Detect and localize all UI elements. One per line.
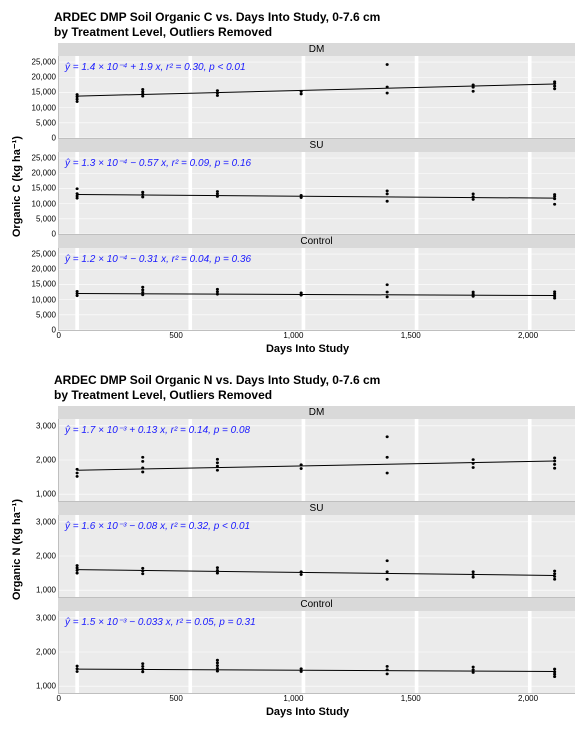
facet: DM1,0002,0003,000ŷ = 1.7 × 10⁻³ + 0.13 x… [28,406,575,502]
facet: DM05,00010,00015,00020,00025,000ŷ = 1.4 … [28,43,575,139]
y-tick-labels: 1,0002,0003,000 [28,515,58,597]
facet-strip: DM [58,406,575,419]
y-tick-labels: 05,00010,00015,00020,00025,000 [28,248,58,330]
x-tick-labels: 05001,0001,5002,000 [40,331,575,343]
facet-strip: Control [58,235,575,248]
x-axis-title: Days Into Study [40,343,575,355]
plot-panel: ŷ = 1.2 × 10⁻⁴ − 0.31 x, r² = 0.04, p = … [58,248,575,331]
plot-panel: ŷ = 1.6 × 10⁻³ − 0.08 x, r² = 0.32, p < … [58,515,575,598]
facet: Control05,00010,00015,00020,00025,000ŷ =… [28,235,575,331]
facet-strip: DM [58,43,575,56]
facet-strip: SU [58,502,575,515]
facet: SU05,00010,00015,00020,00025,000ŷ = 1.3 … [28,139,575,235]
facet-strip: Control [58,598,575,611]
y-tick-labels: 05,00010,00015,00020,00025,000 [28,56,58,138]
y-tick-labels: 1,0002,0003,000 [28,611,58,693]
chart-title: ARDEC DMP Soil Organic N vs. Days Into S… [54,373,575,388]
plot-panel: ŷ = 1.5 × 10⁻³ − 0.033 x, r² = 0.05, p =… [58,611,575,694]
chart-block: ARDEC DMP Soil Organic N vs. Days Into S… [10,373,575,718]
y-axis-title: Organic C (kg ha⁻¹) [10,136,26,237]
facet-strip: SU [58,139,575,152]
x-axis-title: Days Into Study [40,706,575,718]
chart-subtitle: by Treatment Level, Outliers Removed [54,388,575,402]
chart-block: ARDEC DMP Soil Organic C vs. Days Into S… [10,10,575,355]
plot-panel: ŷ = 1.4 × 10⁻⁴ + 1.9 x, r² = 0.30, p < 0… [58,56,575,139]
y-tick-labels: 1,0002,0003,000 [28,419,58,501]
plot-panel: ŷ = 1.7 × 10⁻³ + 0.13 x, r² = 0.14, p = … [58,419,575,502]
plot-panel: ŷ = 1.3 × 10⁻⁴ − 0.57 x, r² = 0.09, p = … [58,152,575,235]
chart-subtitle: by Treatment Level, Outliers Removed [54,25,575,39]
y-axis-title: Organic N (kg ha⁻¹) [10,499,26,600]
chart-title: ARDEC DMP Soil Organic C vs. Days Into S… [54,10,575,25]
facet: SU1,0002,0003,000ŷ = 1.6 × 10⁻³ − 0.08 x… [28,502,575,598]
x-tick-labels: 05001,0001,5002,000 [40,694,575,706]
facet: Control1,0002,0003,000ŷ = 1.5 × 10⁻³ − 0… [28,598,575,694]
y-tick-labels: 05,00010,00015,00020,00025,000 [28,152,58,234]
